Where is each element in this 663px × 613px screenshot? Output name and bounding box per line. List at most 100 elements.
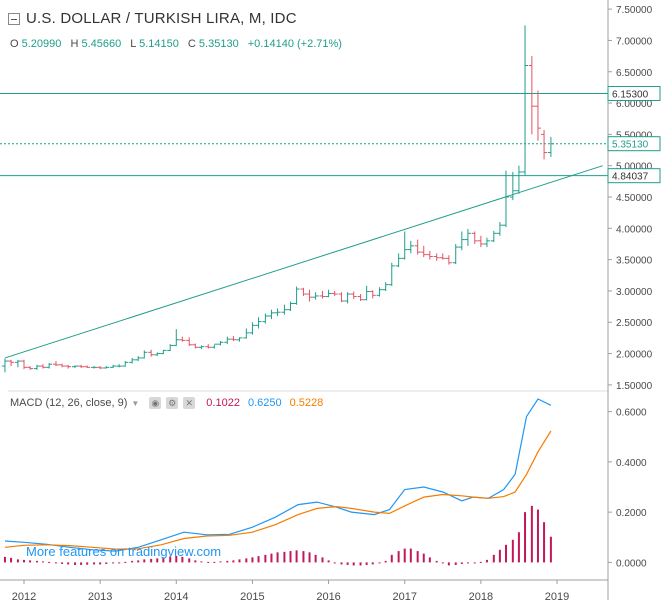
macd-tick-label: 0.6000 [616,408,647,419]
candle [344,292,351,304]
macd-histogram-bar [498,549,501,563]
candle [369,290,376,299]
macd-histogram-bar [150,558,153,563]
candle [496,222,503,236]
symbol-title: U.S. DOLLAR / TURKISH LIRA, M, IDC [26,10,297,27]
close-icon[interactable]: ✕ [183,397,196,409]
macd-histogram-bar [264,554,267,563]
macd-histogram-bar [346,562,349,565]
macd-histogram-bar [23,559,25,563]
change-value: +0.14140 (+2.71%) [247,38,342,50]
candle [293,286,300,305]
candle [274,308,281,316]
candle [46,362,53,369]
price-tick-label: 4.00000 [616,224,653,235]
candle [281,304,288,315]
settings-icon[interactable]: ⚙ [166,397,179,409]
candle [452,243,459,265]
candle [287,301,294,311]
candle [541,129,548,160]
macd-histogram-bar [112,562,115,564]
price-tick-label: 6.50000 [616,68,653,79]
macd-histogram-bar [156,558,159,563]
candle [376,287,383,297]
candle [160,349,167,355]
macd-histogram-bar [327,560,330,563]
collapse-icon[interactable] [8,12,20,25]
macd-histogram-bar [232,560,235,563]
macd-histogram-bar [10,557,13,563]
candle [331,290,338,296]
macd-histogram-bar [169,556,172,563]
candle [420,245,427,258]
macd-histogram-bar [289,551,292,563]
price-label-tag: 4.84037 [607,168,661,184]
candle [401,231,408,260]
open-value: 5.20990 [21,38,62,50]
macd-line-value: 0.6250 [247,397,282,409]
candle [502,170,509,228]
candle [338,292,345,303]
candle [84,365,91,368]
macd-tick-label: 0.0000 [616,558,647,569]
ohlc-legend: O 5.20990 H 5.45660 L 5.14150 C 5.35130 … [10,38,342,50]
macd-histogram-bar [251,557,254,563]
candle [357,294,364,301]
macd-histogram-bar [333,562,336,564]
price-tick-label: 2.00000 [616,350,653,361]
macd-histogram-bar [530,505,533,563]
candle [388,262,395,286]
candle [312,292,319,300]
macd-histogram-bar [86,562,89,565]
candle [382,282,389,291]
macd-histogram-bar [207,561,210,563]
candle [439,253,446,260]
price-tick-label: 5.50000 [616,130,653,141]
candle [40,364,47,369]
candle [97,366,104,370]
macd-hist-value: 0.1022 [206,397,240,409]
macd-histogram-bar [93,562,96,565]
macd-histogram-bar [524,512,527,563]
candle [363,285,370,301]
candle [33,364,40,370]
macd-histogram-bar [200,561,203,563]
macd-histogram-bar [308,552,311,563]
low-value: 5.14150 [139,38,179,50]
price-label-text: 4.84037 [612,172,649,183]
candle [255,317,262,329]
macd-histogram-bar [460,562,463,564]
macd-histogram-bar [162,557,165,563]
macd-histogram-bar [226,560,229,563]
candle [350,291,357,300]
eye-icon[interactable]: ◉ [149,397,162,409]
price-label-tag: 5.35130 [607,136,661,152]
candle [65,364,72,369]
macd-histogram-bar [409,548,412,563]
tradingview-watermark[interactable]: More features on tradingview.com [26,544,222,559]
macd-histogram-bar [485,559,488,563]
macd-histogram-bar [511,539,514,563]
macd-histogram-bar [416,551,419,563]
candle [547,136,554,157]
time-tick-label: 2016 [316,591,340,603]
candle [464,228,471,246]
price-label-text: 5.35130 [612,140,649,151]
high-label: H [70,38,79,50]
time-tick-label: 2017 [392,591,416,603]
candle [319,290,326,299]
macd-histogram-bar [466,562,469,564]
macd-label: MACD (12, 26, close, 9) [10,397,128,409]
macd-histogram-bar [447,562,450,566]
macd-histogram-bar [29,560,32,563]
candle [8,359,15,367]
macd-tick-label: 0.2000 [616,508,647,519]
price-label-text: 6.15300 [612,89,649,100]
chevron-down-icon[interactable]: ▼ [131,398,140,408]
candle [414,239,421,255]
macd-histogram-bar [295,550,298,563]
macd-histogram-bar [340,562,343,565]
candle [27,366,34,370]
